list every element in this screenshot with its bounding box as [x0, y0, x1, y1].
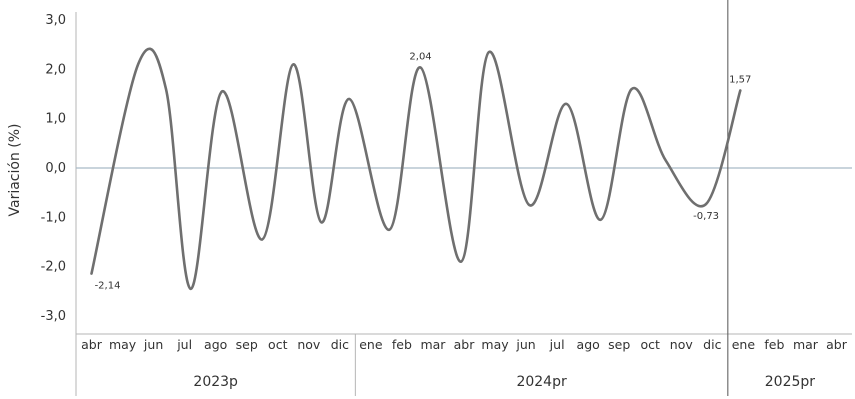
y-tick-label: -2,0	[41, 260, 66, 275]
year-group-label: 2024pr	[516, 374, 567, 390]
x-tick-label: abr	[81, 337, 103, 352]
x-tick-label: jul	[549, 337, 565, 352]
x-tick-label: nov	[297, 337, 321, 352]
x-tick-label: jun	[143, 337, 163, 352]
y-tick-label: -3,0	[41, 309, 66, 324]
x-tick-label: dic	[331, 337, 349, 352]
y-tick-label: 1,0	[45, 112, 66, 127]
axes	[75, 12, 852, 396]
y-tick-label: 2,0	[45, 62, 66, 77]
x-tick-label: oct	[641, 337, 661, 352]
x-axis-month-labels: abr may jun jul ago sep oct nov dic ene feb mar abr m…	[81, 337, 848, 352]
x-tick-label: nov	[670, 337, 694, 352]
x-tick-label: jun	[515, 337, 535, 352]
x-tick-label: may	[109, 337, 137, 352]
x-tick-label: feb	[392, 337, 412, 352]
y-tick-label: -1,0	[41, 210, 66, 225]
data-label: 1,57	[729, 75, 751, 86]
year-group-label: 2023p	[193, 374, 238, 390]
x-tick-label: ene	[732, 337, 756, 352]
x-tick-label: ago	[204, 337, 227, 352]
y-tick-label: 0,0	[45, 161, 66, 176]
x-tick-label: jul	[176, 337, 192, 352]
series-group	[90, 47, 742, 291]
x-tick-label: mar	[793, 337, 819, 352]
x-tick-label: may	[481, 337, 509, 352]
x-tick-label: ene	[359, 337, 383, 352]
x-tick-label: abr	[826, 337, 848, 352]
x-tick-label: dic	[703, 337, 721, 352]
y-axis-title: Variación (%)	[7, 124, 23, 217]
x-tick-label: sep	[236, 337, 258, 352]
y-tick-label: 3,0	[45, 13, 66, 28]
data-label: 2,04	[409, 51, 431, 62]
series-line	[90, 47, 742, 291]
x-tick-label: feb	[764, 337, 784, 352]
data-labels: -2,14 2,04 -0,73 1,57	[95, 51, 752, 291]
x-tick-label: sep	[608, 337, 630, 352]
y-axis-ticks: 3,0 2,0 1,0 0,0 -1,0 -2,0 -3,0	[41, 13, 66, 324]
x-tick-label: ago	[577, 337, 600, 352]
x-tick-label: abr	[454, 337, 476, 352]
data-label: -2,14	[95, 281, 121, 292]
x-tick-label: mar	[420, 337, 446, 352]
data-label: -0,73	[693, 211, 719, 222]
x-axis-year-groups: 2023p 2024pr 2025pr	[193, 0, 815, 396]
x-tick-label: oct	[268, 337, 288, 352]
year-group-label: 2025pr	[765, 374, 816, 390]
